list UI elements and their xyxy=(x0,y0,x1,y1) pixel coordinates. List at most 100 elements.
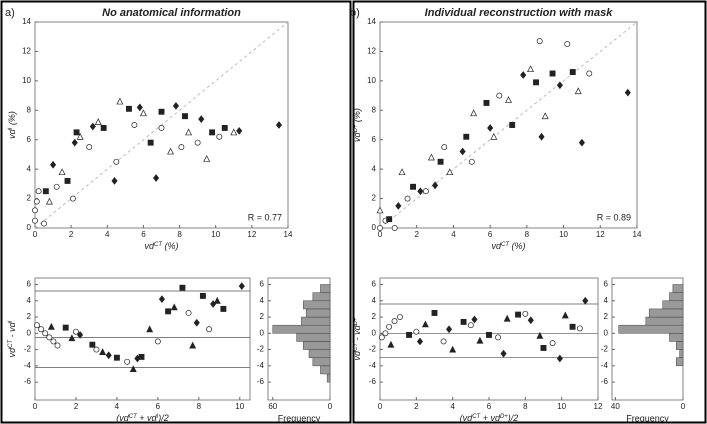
point xyxy=(236,127,243,135)
point xyxy=(178,144,185,151)
point xyxy=(527,65,534,73)
axis-label: (vdCT + vdD+)/2 xyxy=(460,413,519,423)
point xyxy=(483,99,490,106)
label-superscript: I xyxy=(157,414,159,420)
y-tick-label: 0 xyxy=(372,223,377,232)
label-text: vd xyxy=(7,347,17,358)
y-tick-label: 2 xyxy=(372,194,377,203)
point xyxy=(476,336,484,344)
histogram-bar xyxy=(662,300,684,310)
label-superscript: CT xyxy=(129,414,138,420)
y-tick-label: 2 xyxy=(27,312,32,321)
point xyxy=(378,334,385,341)
histogram-bar xyxy=(320,365,331,375)
point xyxy=(395,202,402,210)
point xyxy=(136,103,143,112)
point xyxy=(382,330,389,337)
point xyxy=(69,195,76,202)
x-tick-label: 0 xyxy=(378,402,383,411)
plot-area xyxy=(379,277,599,401)
point xyxy=(113,158,120,165)
axis-label: vdCT - vdD+ xyxy=(352,317,362,360)
y-tick-label: 14 xyxy=(22,17,31,26)
histogram-bar xyxy=(308,349,331,358)
point xyxy=(113,354,120,361)
point xyxy=(100,124,107,131)
histogram-bar xyxy=(648,308,684,318)
point xyxy=(536,331,544,339)
y-tick-label: 6 xyxy=(372,280,377,289)
y-tick-label: -6 xyxy=(257,377,265,386)
histogram-bar xyxy=(672,284,684,293)
x-tick-label: 60 xyxy=(268,402,277,411)
point xyxy=(210,300,217,308)
point xyxy=(203,154,211,162)
y-tick-label: 10 xyxy=(367,76,376,85)
y-tick-label: 4 xyxy=(27,164,32,173)
point xyxy=(486,331,492,338)
point xyxy=(569,323,576,330)
x-tick-label: 0 xyxy=(33,230,38,239)
point xyxy=(134,354,141,363)
point xyxy=(386,323,393,330)
point xyxy=(495,334,502,341)
y-tick-label: 12 xyxy=(22,47,31,56)
point xyxy=(50,160,57,169)
point xyxy=(431,310,438,316)
label-text: vd xyxy=(352,350,362,361)
point xyxy=(93,346,100,353)
point xyxy=(377,225,383,231)
y-tick-label: 6 xyxy=(260,280,265,289)
point xyxy=(275,121,283,129)
x-tick-label: 8 xyxy=(523,402,528,411)
point xyxy=(441,144,448,151)
point xyxy=(73,328,79,335)
axis-label: vdI (%) xyxy=(7,111,17,139)
y-tick-label: -2 xyxy=(24,345,32,354)
point xyxy=(432,181,439,190)
y-tick-label: -4 xyxy=(601,361,609,370)
label-superscript: CT xyxy=(154,242,163,248)
label-superscript: CT xyxy=(501,242,510,248)
point xyxy=(413,328,420,335)
y-tick-label: 4 xyxy=(27,296,32,305)
point xyxy=(105,351,112,360)
point xyxy=(391,318,398,325)
y-tick-label: -6 xyxy=(601,377,609,386)
point xyxy=(468,158,475,165)
point xyxy=(99,348,107,355)
point xyxy=(404,195,411,202)
point xyxy=(533,79,539,86)
axis-label: vdCT (%) xyxy=(491,241,525,251)
y-tick-label: -6 xyxy=(369,377,377,386)
point xyxy=(449,345,457,353)
point xyxy=(111,177,118,185)
point xyxy=(471,315,478,324)
y-tick-label: 0 xyxy=(604,328,609,337)
x-tick-label: 14 xyxy=(284,230,293,239)
point xyxy=(549,340,556,347)
point xyxy=(185,128,193,136)
point xyxy=(124,358,131,365)
axis-label: vdD+ (%) xyxy=(352,108,362,142)
histogram-bar xyxy=(305,308,331,318)
point xyxy=(189,341,197,349)
x-tick-label: 4 xyxy=(105,230,110,239)
point xyxy=(496,92,503,99)
label-text: + vd xyxy=(480,413,501,423)
point xyxy=(422,188,429,195)
label-superscript: D+ xyxy=(353,124,359,132)
point xyxy=(50,338,57,345)
point xyxy=(77,331,84,339)
y-tick-label: -4 xyxy=(369,361,377,370)
point xyxy=(46,334,53,341)
point xyxy=(58,168,66,176)
label-superscript: D+ xyxy=(353,317,359,325)
point xyxy=(158,295,165,304)
y-tick-label: 2 xyxy=(604,312,609,321)
histogram-bar xyxy=(303,341,331,350)
point xyxy=(490,132,498,140)
y-tick-label: -4 xyxy=(24,361,32,370)
y-tick-label: 4 xyxy=(604,296,609,305)
x-tick-label: 40 xyxy=(611,402,620,411)
